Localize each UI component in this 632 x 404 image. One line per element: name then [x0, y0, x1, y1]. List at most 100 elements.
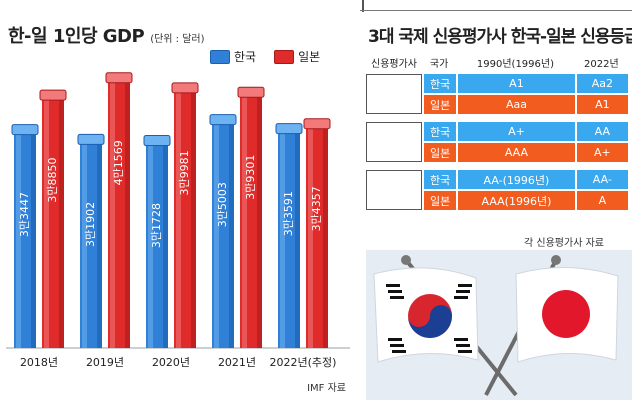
bar-value-label: 3만9301	[244, 155, 257, 200]
cell-now: AA	[574, 122, 628, 141]
cell-now: AA-	[574, 170, 628, 189]
money-bundle-icon	[105, 72, 133, 84]
bar-value-label: 3만1902	[84, 202, 97, 247]
money-bundle-icon	[237, 86, 265, 98]
money-bundle-icon	[303, 118, 331, 130]
money-bundle-icon	[77, 133, 105, 145]
money-bundle-icon	[39, 89, 67, 101]
chart-unit: (단위 : 달러)	[150, 34, 205, 45]
x-tick-label: 2021년	[218, 356, 256, 369]
chart-title-group: 한-일 1인당 GDP (단위 : 달러)	[8, 22, 205, 48]
money-bundle-icon	[171, 82, 199, 94]
money-bundle-icon	[11, 124, 39, 136]
chart-source: IMF 자료	[307, 383, 346, 394]
cell-now: A1	[574, 95, 628, 114]
money-bundle-icon	[209, 114, 237, 126]
x-tick-label: 2020년	[152, 356, 190, 369]
rating-panel: 3대 국제 신용평가사 한국-일본 신용등급 신용평가사 국가 1990년(19…	[366, 0, 632, 400]
cell-country: 일본	[422, 95, 457, 114]
cell-country: 한국	[422, 74, 457, 93]
bar-shade	[59, 100, 64, 348]
gap-cell	[366, 164, 628, 168]
bar-value-label: 4만1569	[112, 140, 125, 185]
bar-shade	[97, 144, 102, 348]
panel-divider	[362, 0, 364, 12]
bar-highlight	[110, 82, 115, 349]
cell-past: AAA(1996년)	[456, 191, 575, 210]
bar-highlight	[280, 133, 285, 348]
agency-fitch: 피치	[366, 170, 422, 210]
bar-highlight	[214, 124, 219, 348]
bar-shade	[191, 92, 196, 348]
table-row: 일본 AAA A+	[366, 143, 628, 162]
gdp-bar-chart: 3만3447 3만8850 2018년 3만1902 4만1569 2019년 3만1728…	[6, 72, 350, 369]
cell-past: AA-(1996년)	[456, 170, 575, 189]
bar-shade	[163, 145, 168, 348]
bar-highlight	[148, 145, 153, 348]
cell-country: 일본	[422, 191, 457, 210]
x-tick-label: 2018년	[20, 356, 58, 369]
table-row: 일본 AAA(1996년) A	[366, 191, 628, 210]
chart-legend: 한국 일본	[210, 48, 320, 65]
bar-shade	[229, 124, 234, 348]
header-past: 1990년(1996년)	[476, 59, 554, 70]
chart-title: 한-일 1인당 GDP	[8, 26, 145, 47]
bar-highlight	[82, 144, 87, 348]
x-tick-label: 2019년	[86, 356, 124, 369]
money-bundle-icon-red	[274, 49, 295, 64]
header-agency: 신용평가사	[371, 59, 417, 70]
bar-value-label: 3만1728	[150, 203, 163, 248]
cell-past: Aaa	[456, 95, 575, 114]
cell-past: A+	[456, 122, 575, 141]
money-bundle-icon	[275, 123, 303, 135]
bar-value-label: 3만3591	[282, 191, 295, 236]
cell-now: A+	[574, 143, 628, 162]
cell-country: 한국	[422, 170, 457, 189]
bar-shade	[125, 82, 130, 349]
table-row: 무디스 한국 A1 Aa2	[366, 74, 628, 114]
bar-highlight	[308, 128, 313, 348]
agency-moodys: 무디스	[366, 74, 422, 114]
bar-shade	[257, 97, 262, 348]
legend-label-japan: 일본	[298, 50, 321, 64]
cell-now: A	[574, 191, 628, 210]
money-bundle-icon-blue	[210, 49, 230, 64]
cell-country: 한국	[422, 122, 457, 141]
table-row: 일본 Aaa A1	[366, 95, 628, 114]
cell-country: 일본	[422, 143, 457, 162]
legend-item-korea: 한국	[210, 48, 256, 65]
gap-cell	[366, 116, 628, 120]
top-rule	[360, 10, 632, 11]
bar-value-label: 3만4357	[310, 186, 323, 231]
bar-shade	[323, 128, 328, 348]
flags-illustration	[366, 250, 632, 400]
agency-sp: S&P	[366, 122, 422, 162]
rating-title: 3대 국제 신용평가사 한국-일본 신용등급	[368, 27, 632, 47]
crossed-flags-icon	[366, 250, 632, 400]
cell-past: A1	[456, 74, 575, 93]
bar-highlight	[44, 100, 49, 348]
bar-value-label: 3만5003	[216, 182, 229, 227]
bar-value-label: 3만8850	[46, 158, 59, 203]
table-row: 피치 한국 AA-(1996년) AA-	[366, 170, 628, 210]
header-country: 국가	[429, 59, 449, 70]
legend-item-japan: 일본	[274, 48, 320, 65]
table-row: S&P 한국 A+ AA	[366, 122, 628, 162]
money-bundle-icon	[143, 135, 171, 147]
header-now: 2022년	[584, 59, 619, 70]
bar-highlight	[16, 134, 21, 348]
bar-shade	[295, 133, 300, 348]
rating-source: 각 신용평가사 자료	[524, 238, 604, 249]
legend-label-korea: 한국	[234, 50, 257, 64]
cell-past: AAA	[456, 143, 575, 162]
row-gap	[366, 116, 628, 120]
bar-value-label: 3만3447	[18, 192, 31, 237]
bar-shade	[31, 134, 36, 348]
rating-header-row: 신용평가사 국가 1990년(1996년) 2022년	[366, 53, 628, 72]
x-tick-label: 2022년(추정)	[270, 356, 337, 369]
gdp-chart-panel: 한-일 1인당 GDP (단위 : 달러) 한국 일본 3만3447 3만8850…	[6, 22, 350, 394]
bar-highlight	[242, 97, 247, 348]
rating-table: 신용평가사 국가 1990년(1996년) 2022년 무디스 한국 A1 Aa…	[366, 51, 628, 212]
row-gap	[366, 164, 628, 168]
bar-highlight	[176, 92, 181, 348]
